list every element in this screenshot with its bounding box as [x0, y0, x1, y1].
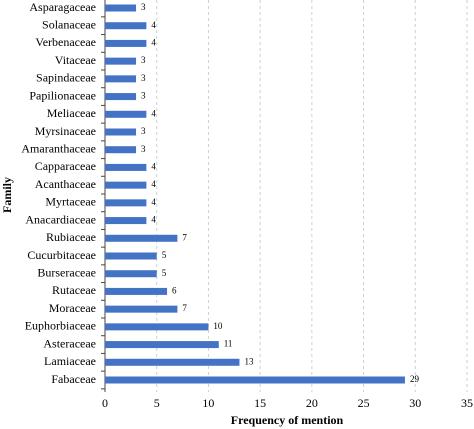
y-tick-label: Verbenaceae — [35, 35, 96, 49]
value-label: 11 — [224, 339, 233, 349]
y-tick-label: Lamiaceae — [44, 354, 96, 368]
y-tick-label: Rubiaceae — [46, 230, 96, 244]
value-label: 3 — [141, 126, 146, 136]
value-label: 29 — [410, 374, 420, 384]
bar — [105, 110, 147, 118]
x-tick-label: 5 — [154, 396, 160, 410]
value-label: 4 — [151, 215, 156, 225]
y-tick-label: Myrsinaceae — [35, 124, 96, 138]
value-label: 4 — [151, 20, 156, 30]
x-tick-label: 25 — [358, 396, 370, 410]
x-axis-label: Frequency of mention — [231, 413, 344, 427]
y-tick-label: Fabaceae — [51, 372, 96, 386]
y-tick-label: Anacardiaceae — [25, 212, 96, 226]
y-tick-label: Asparagaceae — [29, 0, 96, 14]
value-label: 3 — [141, 91, 146, 101]
bar — [105, 39, 147, 47]
x-tick-label: 0 — [102, 396, 108, 410]
bar — [105, 305, 178, 313]
bar — [105, 323, 209, 331]
value-label: 5 — [162, 268, 167, 278]
value-label: 7 — [182, 303, 187, 313]
y-tick-label: Moraceae — [49, 301, 96, 315]
value-label: 4 — [151, 108, 156, 118]
y-tick-label: Solanaceae — [42, 17, 96, 31]
value-label: 10 — [213, 321, 223, 331]
bar — [105, 376, 405, 384]
bar — [105, 358, 240, 366]
x-tick-label: 15 — [254, 396, 266, 410]
bar — [105, 57, 137, 65]
value-label: 3 — [141, 73, 146, 83]
bar — [105, 341, 219, 349]
y-tick-label: Euphorbiaceae — [25, 319, 96, 333]
value-label: 3 — [141, 2, 146, 12]
bar — [105, 234, 178, 242]
y-tick-label: Rutaceae — [52, 283, 96, 297]
value-label: 13 — [244, 356, 254, 366]
x-tick-label: 30 — [409, 396, 421, 410]
bar — [105, 217, 147, 225]
value-label: 4 — [151, 37, 156, 47]
y-tick-label: Burseraceae — [37, 265, 96, 279]
bar — [105, 199, 147, 207]
bar — [105, 22, 147, 30]
value-label: 7 — [182, 232, 187, 242]
y-axis-label: Family — [0, 177, 14, 213]
x-tick-label: 10 — [202, 396, 214, 410]
bar — [105, 287, 168, 295]
y-tick-label: Capparaceae — [35, 159, 96, 173]
value-label: 4 — [151, 179, 156, 189]
y-tick-label: Cucurbitaceae — [27, 248, 96, 262]
bar — [105, 252, 157, 260]
value-label: 5 — [162, 250, 167, 260]
y-tick-label: Amaranthaceae — [21, 141, 96, 155]
y-tick-label: Meliaceae — [47, 106, 96, 120]
y-tick-label: Myrtaceae — [45, 195, 96, 209]
y-tick-label: Papilionaceae — [29, 88, 96, 102]
x-tick-label: 35 — [461, 396, 473, 410]
x-tick-label: 20 — [306, 396, 318, 410]
bar — [105, 75, 137, 83]
y-tick-label: Sapindaceae — [36, 71, 96, 85]
value-label: 3 — [141, 55, 146, 65]
bar — [105, 146, 137, 154]
bar — [105, 128, 137, 136]
bar — [105, 93, 137, 101]
value-label: 4 — [151, 197, 156, 207]
y-tick-label: Vitaceae — [55, 53, 96, 67]
bar — [105, 163, 147, 171]
y-tick-label: Asteraceae — [43, 336, 96, 350]
value-label: 4 — [151, 161, 156, 171]
bar — [105, 4, 137, 12]
bar — [105, 270, 157, 278]
bar — [105, 181, 147, 189]
value-label: 6 — [172, 285, 177, 295]
y-tick-label: Acanthaceae — [35, 177, 96, 191]
value-label: 3 — [141, 144, 146, 154]
